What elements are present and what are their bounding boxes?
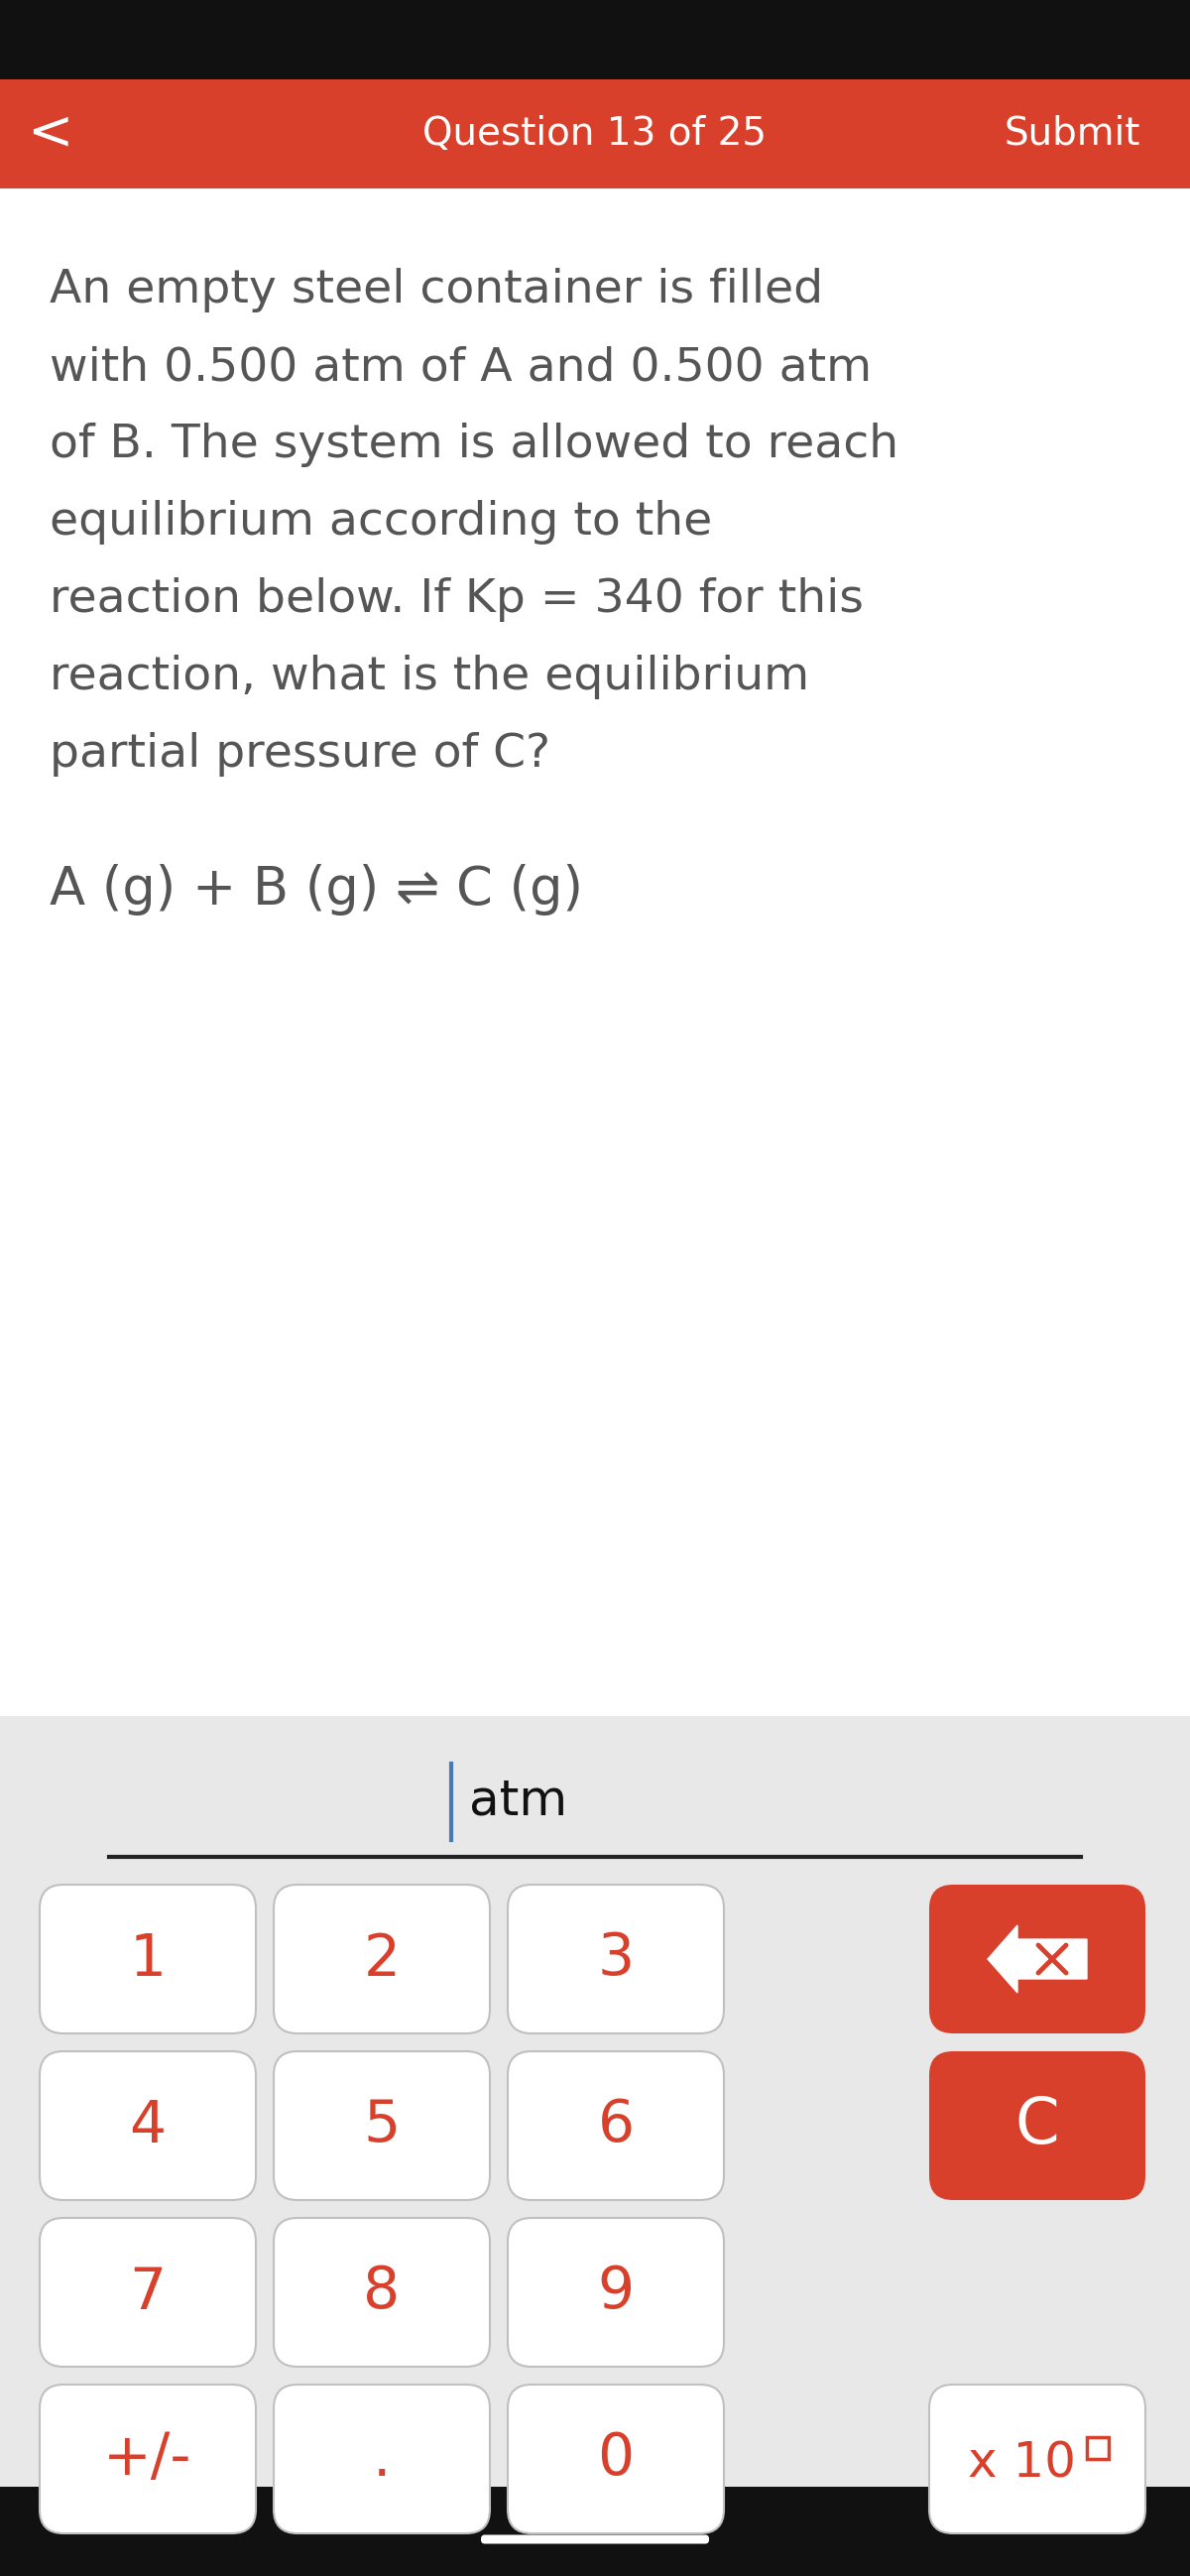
Text: Submit: Submit [1004,116,1140,152]
Text: partial pressure of C?: partial pressure of C? [50,732,550,778]
Bar [0,2486,1190,2576]
FancyBboxPatch shape [274,2385,490,2532]
FancyBboxPatch shape [508,2050,724,2200]
FancyBboxPatch shape [274,1886,490,2032]
Text: reaction below. If Kp = 340 for this: reaction below. If Kp = 340 for this [50,577,864,621]
Text: 4: 4 [130,2097,167,2154]
Text: +/-: +/- [104,2432,192,2488]
Text: <: < [26,108,73,160]
Text: An empty steel container is filled: An empty steel container is filled [50,268,823,312]
Bar [0,1716,1190,2576]
Text: 8: 8 [363,2264,400,2321]
Text: Question 13 of 25: Question 13 of 25 [422,116,768,152]
FancyBboxPatch shape [39,1886,256,2032]
Text: atm: atm [469,1777,568,1826]
Text: 6: 6 [597,2097,634,2154]
FancyBboxPatch shape [508,1886,724,2032]
Bar [0,80,1190,188]
FancyBboxPatch shape [508,2218,724,2367]
FancyBboxPatch shape [39,2385,256,2532]
Text: 3: 3 [597,1932,634,1986]
Text: C: C [1015,2094,1059,2156]
Text: 0: 0 [597,2432,634,2488]
Text: 2: 2 [363,1932,400,1986]
FancyBboxPatch shape [929,2385,1145,2532]
Bar [0,188,1190,1716]
Text: x 10: x 10 [969,2439,1077,2488]
FancyBboxPatch shape [481,2535,709,2543]
Text: with 0.500 atm of A and 0.500 atm: with 0.500 atm of A and 0.500 atm [50,345,872,389]
Text: A (g) + B (g) ⇌ C (g): A (g) + B (g) ⇌ C (g) [50,863,583,914]
FancyBboxPatch shape [929,2050,1145,2200]
FancyBboxPatch shape [929,1886,1145,2032]
FancyBboxPatch shape [274,2218,490,2367]
Text: equilibrium according to the: equilibrium according to the [50,500,713,544]
Bar [1086,2437,1109,2460]
Text: reaction, what is the equilibrium: reaction, what is the equilibrium [50,654,809,698]
Text: 1: 1 [130,1932,167,1986]
FancyBboxPatch shape [39,2050,256,2200]
FancyBboxPatch shape [39,2218,256,2367]
Text: 5: 5 [363,2097,400,2154]
Text: .: . [372,2432,392,2488]
Text: 7: 7 [130,2264,167,2321]
FancyBboxPatch shape [508,2385,724,2532]
FancyBboxPatch shape [274,2050,490,2200]
Polygon shape [988,1924,1086,1994]
Text: of B. The system is allowed to reach: of B. The system is allowed to reach [50,422,898,466]
Text: 9: 9 [597,2264,634,2321]
Bar [0,0,1190,80]
